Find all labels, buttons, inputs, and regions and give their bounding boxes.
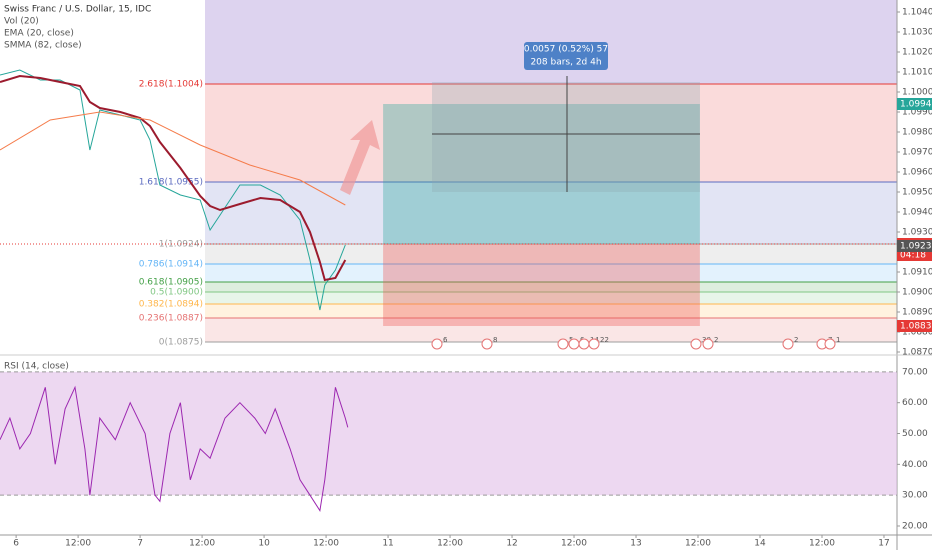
series-line <box>0 385 349 512</box>
event-icon <box>782 338 794 350</box>
event-icon <box>824 338 836 350</box>
event-icon <box>568 338 580 350</box>
y-tick-label: 1.1040 <box>902 8 932 18</box>
x-tick-label: 17 <box>878 539 889 549</box>
y-tick-label: 1.0970 <box>902 148 932 158</box>
y-tick-label: 1.0890 <box>902 308 932 318</box>
measure-text: 208 bars, 2d 4h <box>530 58 601 68</box>
fib-label: 1.618(1.0955) <box>139 178 203 188</box>
x-tick-label: 6 <box>13 539 19 549</box>
event-icon <box>702 338 714 350</box>
fib-label: 0(1.0875) <box>159 338 203 348</box>
price-badge-label: 1.0994 <box>900 100 932 110</box>
series-line <box>0 74 347 282</box>
fib-zone <box>205 282 897 292</box>
price-badge <box>897 240 932 252</box>
x-tick-label: 12:00 <box>65 539 91 549</box>
y-tick-label: 60.00 <box>902 398 928 408</box>
legend-item: SMMA (82, close) <box>4 41 82 51</box>
rsi-title: RSI (14, close) <box>4 362 69 372</box>
price-badge-label: 1.0883 <box>900 322 932 332</box>
legend-item: EMA (20, close) <box>4 29 74 39</box>
fib-zone <box>205 292 897 304</box>
y-tick-label: 1.0910 <box>902 268 932 278</box>
price-badge-label: 1.0923 <box>900 242 932 252</box>
price-badge <box>897 98 932 110</box>
measure-box <box>524 42 608 70</box>
price-badge-label: 04:18 <box>900 251 926 261</box>
event-icon <box>690 338 702 350</box>
x-tick-label: 12:00 <box>189 539 215 549</box>
fib-zone <box>205 182 897 244</box>
fib-zone <box>205 244 897 264</box>
series-line <box>0 69 346 311</box>
fib-label: 2.618(1.1004) <box>139 80 203 90</box>
fib-label: 0.382(1.0894) <box>139 300 203 310</box>
y-tick-label: 1.0960 <box>902 168 932 178</box>
event-label: 2 <box>714 336 718 344</box>
x-tick-label: 12:00 <box>313 539 339 549</box>
y-tick-label: 1.1000 <box>902 88 932 98</box>
event-label: 1 <box>836 336 840 344</box>
x-tick-label: 12:00 <box>437 539 463 549</box>
x-tick-label: 10 <box>258 539 270 549</box>
event-icon <box>588 338 600 350</box>
fib-zone <box>205 264 897 282</box>
measure-text: 0.0057 (0.52%) 57 <box>524 45 608 55</box>
x-tick-label: 12 <box>506 539 517 549</box>
event-label: 22 <box>600 336 609 344</box>
x-tick-label: 12:00 <box>809 539 835 549</box>
rsi-band <box>0 371 897 496</box>
series-line <box>0 111 346 206</box>
y-tick-label: 1.1030 <box>902 28 932 38</box>
x-tick-label: 12:00 <box>561 539 587 549</box>
y-tick-label: 1.0930 <box>902 228 932 238</box>
y-tick-label: 1.1020 <box>902 48 932 58</box>
x-tick-label: 14 <box>754 539 766 549</box>
y-tick-label: 70.00 <box>902 367 928 377</box>
target-zone <box>383 104 700 244</box>
y-tick-label: 30.00 <box>902 491 928 501</box>
event-icon <box>557 338 569 350</box>
y-tick-label: 1.0980 <box>902 128 932 138</box>
event-label: 8 <box>493 336 497 344</box>
stop-zone <box>383 244 700 326</box>
y-tick-label: 1.0870 <box>902 348 932 358</box>
event-label: 2 <box>794 336 798 344</box>
arrow <box>340 120 380 195</box>
fib-zone <box>205 318 897 342</box>
y-tick-label: 20.00 <box>902 521 928 531</box>
y-tick-label: 1.0990 <box>902 108 932 118</box>
event-icon <box>431 338 443 350</box>
y-tick-label: 1.0880 <box>902 328 932 338</box>
fib-label: 0.786(1.0914) <box>139 260 203 270</box>
fib-label: 0.5(1.0900) <box>150 288 203 298</box>
y-tick-label: 1.1010 <box>902 68 932 78</box>
y-tick-label: 50.00 <box>902 429 928 439</box>
y-tick-label: 1.0950 <box>902 188 932 198</box>
x-tick-label: 7 <box>137 539 143 549</box>
fib-label: 0.618(1.0905) <box>139 278 203 288</box>
y-tick-label: 1.0900 <box>902 288 932 298</box>
event-label: 6 <box>443 336 448 344</box>
y-tick-label: 1.0940 <box>902 208 932 218</box>
event-icon <box>481 338 493 350</box>
fib-label: 0.236(1.0887) <box>139 314 203 324</box>
legend-vol: Vol (20) <box>4 17 39 27</box>
y-tick-label: 40.00 <box>902 460 928 470</box>
x-tick-label: 12:00 <box>685 539 711 549</box>
event-icon <box>578 338 590 350</box>
chart-title: Swiss Franc / U.S. Dollar, 15, IDC <box>4 5 151 15</box>
measure-area <box>432 82 700 192</box>
fib-zone <box>205 84 897 182</box>
x-tick-label: 11 <box>382 539 393 549</box>
price-badge <box>897 320 932 332</box>
fib-zone <box>205 304 897 318</box>
x-tick-label: 13 <box>630 539 641 549</box>
